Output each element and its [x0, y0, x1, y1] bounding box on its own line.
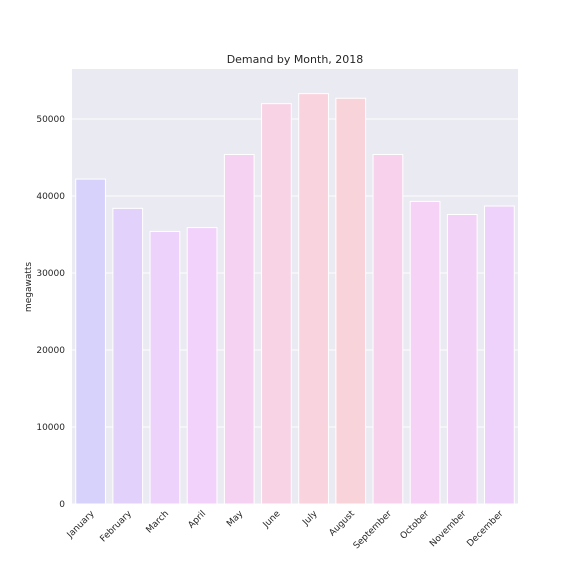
y-tick-label: 0 [59, 500, 65, 510]
x-tick-label: September [352, 509, 394, 551]
bar-december [484, 205, 515, 505]
bar-may [223, 153, 255, 505]
x-tick-label: February [99, 509, 135, 545]
x-tick-label: January [65, 509, 97, 541]
bar-april [186, 227, 218, 505]
plot-area [72, 69, 518, 504]
bar-february [112, 207, 144, 505]
x-tick-label: December [465, 509, 505, 549]
x-tick-label: June [261, 509, 283, 531]
x-tick-label: July [300, 509, 320, 529]
bars [75, 93, 515, 505]
bar-november [446, 214, 478, 505]
y-tick-label: 10000 [36, 423, 65, 433]
y-tick-label: 30000 [36, 269, 65, 279]
bar-june [261, 103, 292, 505]
bar-march [149, 230, 181, 505]
y-axis-label: megawatts [24, 262, 34, 312]
chart-title: Demand by Month, 2018 [227, 53, 364, 66]
y-axis-ticks: 0 10000 20000 30000 40000 50000 [36, 115, 65, 510]
y-tick-label: 20000 [36, 346, 65, 356]
x-tick-label: May [225, 509, 246, 530]
bar-september [372, 153, 404, 505]
x-axis-ticks: January February March April May June July Augu… [65, 509, 506, 552]
bar-october [409, 200, 441, 505]
y-tick-label: 50000 [36, 115, 65, 125]
gridlines [72, 118, 518, 505]
x-tick-label: November [428, 509, 468, 549]
bar-july [298, 93, 329, 505]
bar-august [335, 97, 367, 505]
x-tick-label: April [187, 509, 209, 531]
x-tick-label: October [399, 509, 432, 542]
x-tick-label: August [328, 509, 358, 539]
bar-january [75, 178, 106, 505]
y-tick-label: 40000 [36, 192, 65, 202]
x-tick-label: March [145, 509, 171, 535]
